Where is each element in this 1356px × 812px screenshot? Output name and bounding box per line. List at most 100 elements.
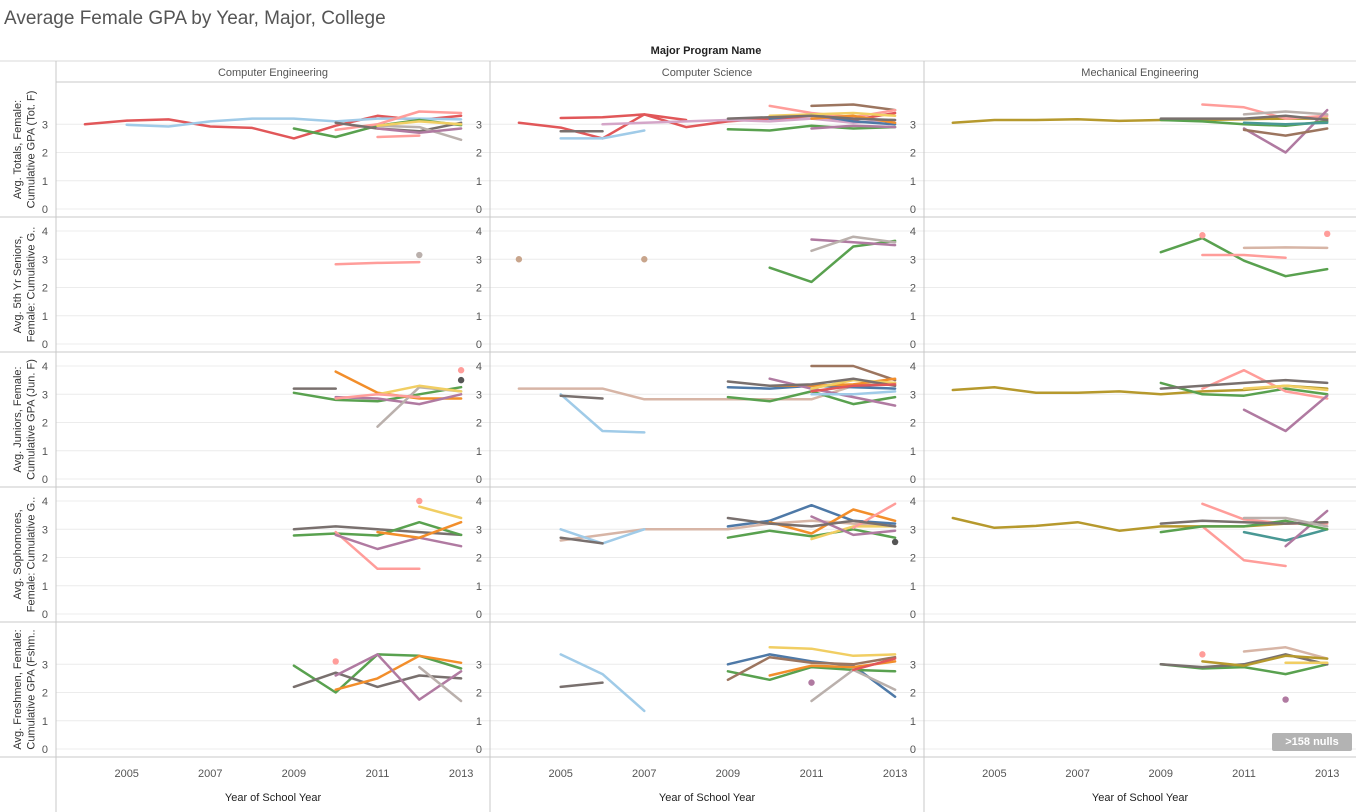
y-tick-label: 4 bbox=[910, 226, 916, 238]
series-line bbox=[810, 515, 897, 537]
series-line bbox=[726, 665, 897, 682]
series-line bbox=[1159, 236, 1329, 278]
series-line bbox=[768, 239, 897, 284]
series-line bbox=[292, 520, 463, 537]
series-line bbox=[726, 124, 897, 132]
y-tick-label: 4 bbox=[476, 361, 482, 373]
series-line bbox=[768, 111, 897, 118]
series-line bbox=[810, 124, 897, 130]
y-tick-label: 2 bbox=[42, 553, 48, 565]
y-tick-label: 0 bbox=[910, 744, 916, 756]
y-tick-label: 2 bbox=[476, 418, 482, 430]
series-line bbox=[768, 377, 897, 407]
y-tick-label: 3 bbox=[910, 659, 916, 671]
series-line bbox=[559, 393, 646, 434]
y-tick-label: 1 bbox=[42, 716, 48, 728]
x-tick-label: 2005 bbox=[548, 768, 572, 780]
y-tick-label: 1 bbox=[910, 446, 916, 458]
y-tick-label: 4 bbox=[476, 226, 482, 238]
x-tick-label: 2007 bbox=[1065, 768, 1089, 780]
y-tick-label: 3 bbox=[476, 119, 482, 131]
y-tick-label: 3 bbox=[42, 389, 48, 401]
series-line bbox=[334, 260, 421, 266]
y-tick-label: 0 bbox=[42, 744, 48, 756]
y-tick-label: 2 bbox=[476, 688, 482, 700]
series-line bbox=[1159, 519, 1329, 525]
data-point bbox=[808, 679, 815, 686]
row-label: Avg. Freshmen, Female: Cumulative GPA (Fs… bbox=[12, 629, 38, 749]
x-tick-label: 2013 bbox=[449, 768, 473, 780]
series-line bbox=[726, 655, 897, 682]
y-tick-label: 3 bbox=[910, 254, 916, 266]
series-line bbox=[376, 520, 463, 539]
y-tick-label: 2 bbox=[476, 148, 482, 160]
series-line bbox=[810, 378, 897, 390]
y-tick-label: 0 bbox=[476, 204, 482, 216]
y-tick-label: 3 bbox=[42, 659, 48, 671]
y-tick-label: 1 bbox=[476, 311, 482, 323]
series-line bbox=[810, 668, 897, 703]
column-header: Major Program Name bbox=[650, 45, 762, 57]
series-line bbox=[125, 117, 463, 128]
y-tick-label: 3 bbox=[476, 524, 482, 536]
y-tick-label: 1 bbox=[42, 581, 48, 593]
series-line bbox=[1242, 127, 1329, 137]
series-line bbox=[1242, 516, 1329, 528]
x-tick-label: 2009 bbox=[1149, 768, 1173, 780]
series-line bbox=[1201, 253, 1287, 260]
series-line bbox=[334, 393, 421, 400]
y-tick-label: 0 bbox=[910, 339, 916, 351]
x-tick-label: 2007 bbox=[198, 768, 222, 780]
y-tick-label: 2 bbox=[910, 688, 916, 700]
x-axis-title: Year of School Year bbox=[1092, 792, 1189, 804]
series-line bbox=[559, 681, 604, 689]
row-label: Avg. Juniors, Female: Cumulative GPA (Jun… bbox=[12, 359, 38, 480]
series-line bbox=[1242, 528, 1329, 542]
y-tick-label: 3 bbox=[910, 389, 916, 401]
series-line bbox=[334, 533, 463, 551]
data-point bbox=[1199, 651, 1206, 658]
nulls-indicator[interactable]: >158 nulls bbox=[1272, 733, 1352, 751]
y-tick-label: 1 bbox=[910, 311, 916, 323]
x-tick-label: 2011 bbox=[800, 768, 824, 780]
x-tick-label: 2011 bbox=[1232, 768, 1256, 780]
data-point bbox=[416, 251, 423, 259]
x-tick-label: 2013 bbox=[1315, 768, 1339, 780]
series-line bbox=[376, 134, 421, 139]
series-line bbox=[559, 394, 604, 400]
y-tick-label: 1 bbox=[476, 176, 482, 188]
series-line bbox=[559, 113, 688, 122]
series-line bbox=[1242, 384, 1329, 392]
series-line bbox=[810, 238, 897, 247]
x-tick-label: 2007 bbox=[632, 768, 656, 780]
series-line bbox=[559, 129, 646, 140]
y-tick-label: 2 bbox=[42, 148, 48, 160]
series-line bbox=[292, 385, 463, 403]
row-label: Avg. 5th Yr Seniors, Female: Cumulative G… bbox=[12, 227, 38, 343]
series-line bbox=[1201, 654, 1329, 667]
x-axis-title: Year of School Year bbox=[225, 792, 322, 804]
x-tick-label: 2009 bbox=[282, 768, 306, 780]
y-tick-label: 2 bbox=[476, 553, 482, 565]
y-tick-label: 2 bbox=[910, 418, 916, 430]
y-tick-label: 3 bbox=[910, 524, 916, 536]
y-tick-label: 0 bbox=[476, 744, 482, 756]
y-tick-label: 1 bbox=[476, 446, 482, 458]
y-tick-label: 3 bbox=[476, 254, 482, 266]
y-tick-label: 0 bbox=[42, 609, 48, 621]
series-line bbox=[852, 657, 897, 672]
y-tick-label: 4 bbox=[910, 496, 916, 508]
series-line bbox=[810, 364, 897, 382]
y-tick-label: 3 bbox=[42, 254, 48, 266]
series-line bbox=[376, 127, 463, 134]
column-title: Computer Science bbox=[662, 67, 753, 79]
series-line bbox=[418, 665, 463, 703]
data-point bbox=[1324, 230, 1331, 238]
y-tick-label: 0 bbox=[910, 474, 916, 486]
series-line bbox=[1242, 121, 1329, 126]
series-line bbox=[810, 235, 897, 253]
data-point bbox=[1199, 232, 1206, 239]
series-line bbox=[768, 646, 897, 658]
y-tick-label: 4 bbox=[476, 496, 482, 508]
series-line bbox=[517, 111, 897, 140]
